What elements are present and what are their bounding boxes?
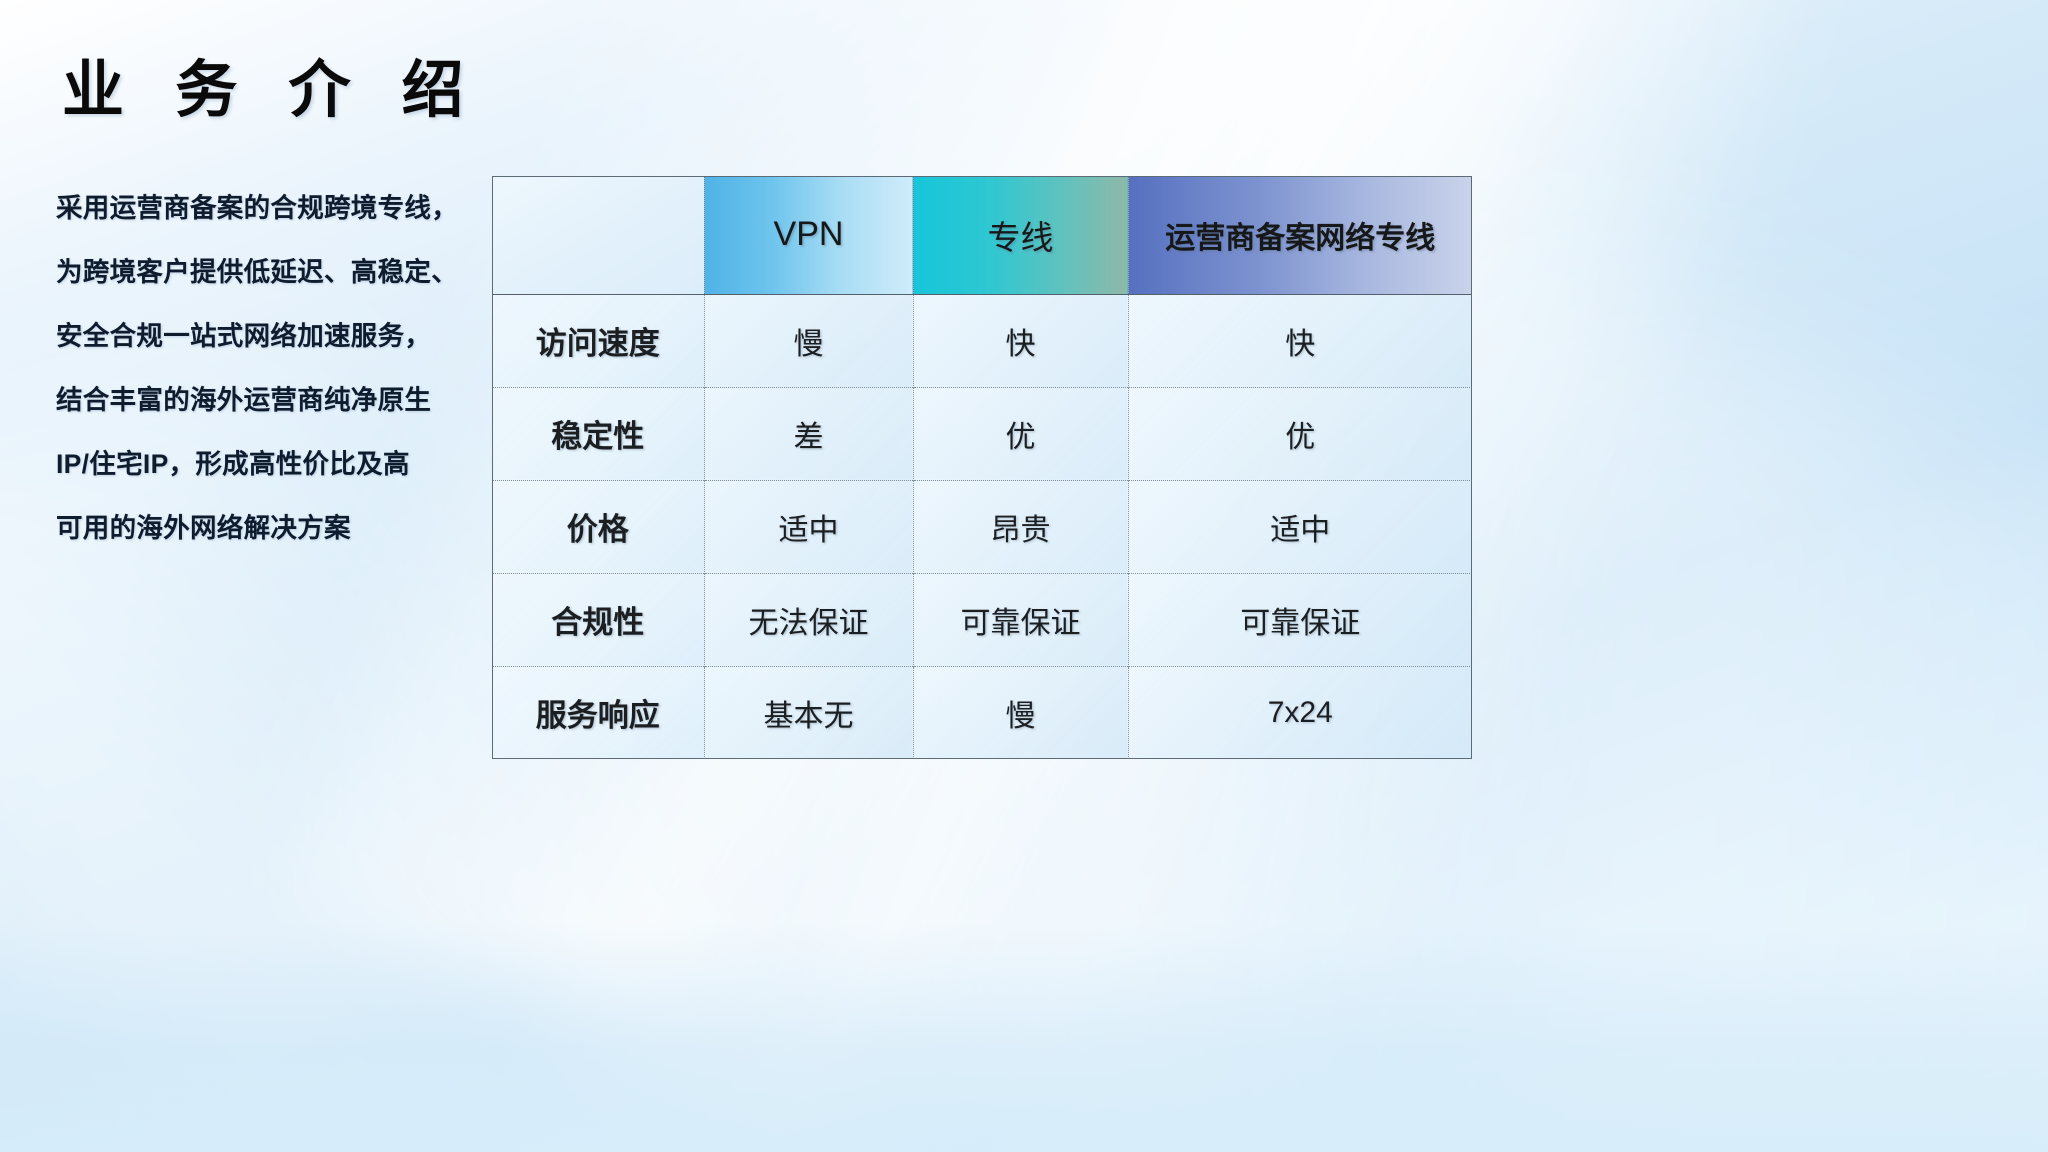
cell-line: 慢 bbox=[913, 665, 1129, 759]
paragraph-line: 安全合规一站式网络加速服务， bbox=[56, 321, 432, 351]
table-header-operator-line: 运营商备案网络专线 bbox=[1128, 176, 1472, 294]
description-paragraph: 采用运营商备案的合规跨境专线， 为跨境客户提供低延迟、高稳定、 安全合规一站式网… bbox=[56, 176, 486, 560]
table-row: 稳定性 差 优 优 bbox=[492, 386, 1472, 480]
table-row: 访问速度 慢 快 快 bbox=[492, 293, 1472, 387]
paragraph-line: 为跨境客户提供低延迟、高稳定、 bbox=[56, 257, 458, 287]
page-title: 业 务 介 绍 bbox=[62, 56, 481, 125]
cell-operator: 快 bbox=[1128, 293, 1472, 387]
table-row: 价格 适中 昂贵 适中 bbox=[492, 479, 1472, 573]
table-header-blank bbox=[492, 176, 705, 294]
cell-line: 昂贵 bbox=[913, 479, 1129, 573]
cell-operator: 可靠保证 bbox=[1128, 572, 1472, 666]
table-header-row: VPN 专线 运营商备案网络专线 bbox=[492, 176, 1472, 294]
paragraph-line: 可用的海外网络解决方案 bbox=[56, 513, 351, 543]
table-header-vpn: VPN bbox=[704, 176, 914, 294]
paragraph-line: IP/住宅IP，形成高性价比及高 bbox=[56, 449, 410, 479]
paragraph-line: 采用运营商备案的合规跨境专线， bbox=[56, 193, 458, 223]
cell-operator: 优 bbox=[1128, 386, 1472, 480]
row-label: 稳定性 bbox=[492, 386, 705, 480]
cell-operator: 适中 bbox=[1128, 479, 1472, 573]
background-bottom-fade bbox=[0, 922, 2048, 1152]
cell-vpn: 无法保证 bbox=[704, 572, 914, 666]
row-label: 合规性 bbox=[492, 572, 705, 666]
cell-vpn: 适中 bbox=[704, 479, 914, 573]
cell-vpn: 差 bbox=[704, 386, 914, 480]
cell-line: 优 bbox=[913, 386, 1129, 480]
table-header-leased-line: 专线 bbox=[913, 176, 1129, 294]
row-label: 服务响应 bbox=[492, 665, 705, 759]
row-label: 访问速度 bbox=[492, 293, 705, 387]
cell-operator: 7x24 bbox=[1128, 665, 1472, 759]
paragraph-line: 结合丰富的海外运营商纯净原生 bbox=[56, 385, 432, 415]
cell-line: 可靠保证 bbox=[913, 572, 1129, 666]
cell-vpn: 基本无 bbox=[704, 665, 914, 759]
cell-line: 快 bbox=[913, 293, 1129, 387]
row-label: 价格 bbox=[492, 479, 705, 573]
comparison-table: VPN 专线 运营商备案网络专线 访问速度 慢 快 快 稳定性 差 优 优 价格… bbox=[492, 176, 1472, 759]
cell-vpn: 慢 bbox=[704, 293, 914, 387]
table-row: 合规性 无法保证 可靠保证 可靠保证 bbox=[492, 572, 1472, 666]
table-row: 服务响应 基本无 慢 7x24 bbox=[492, 665, 1472, 759]
